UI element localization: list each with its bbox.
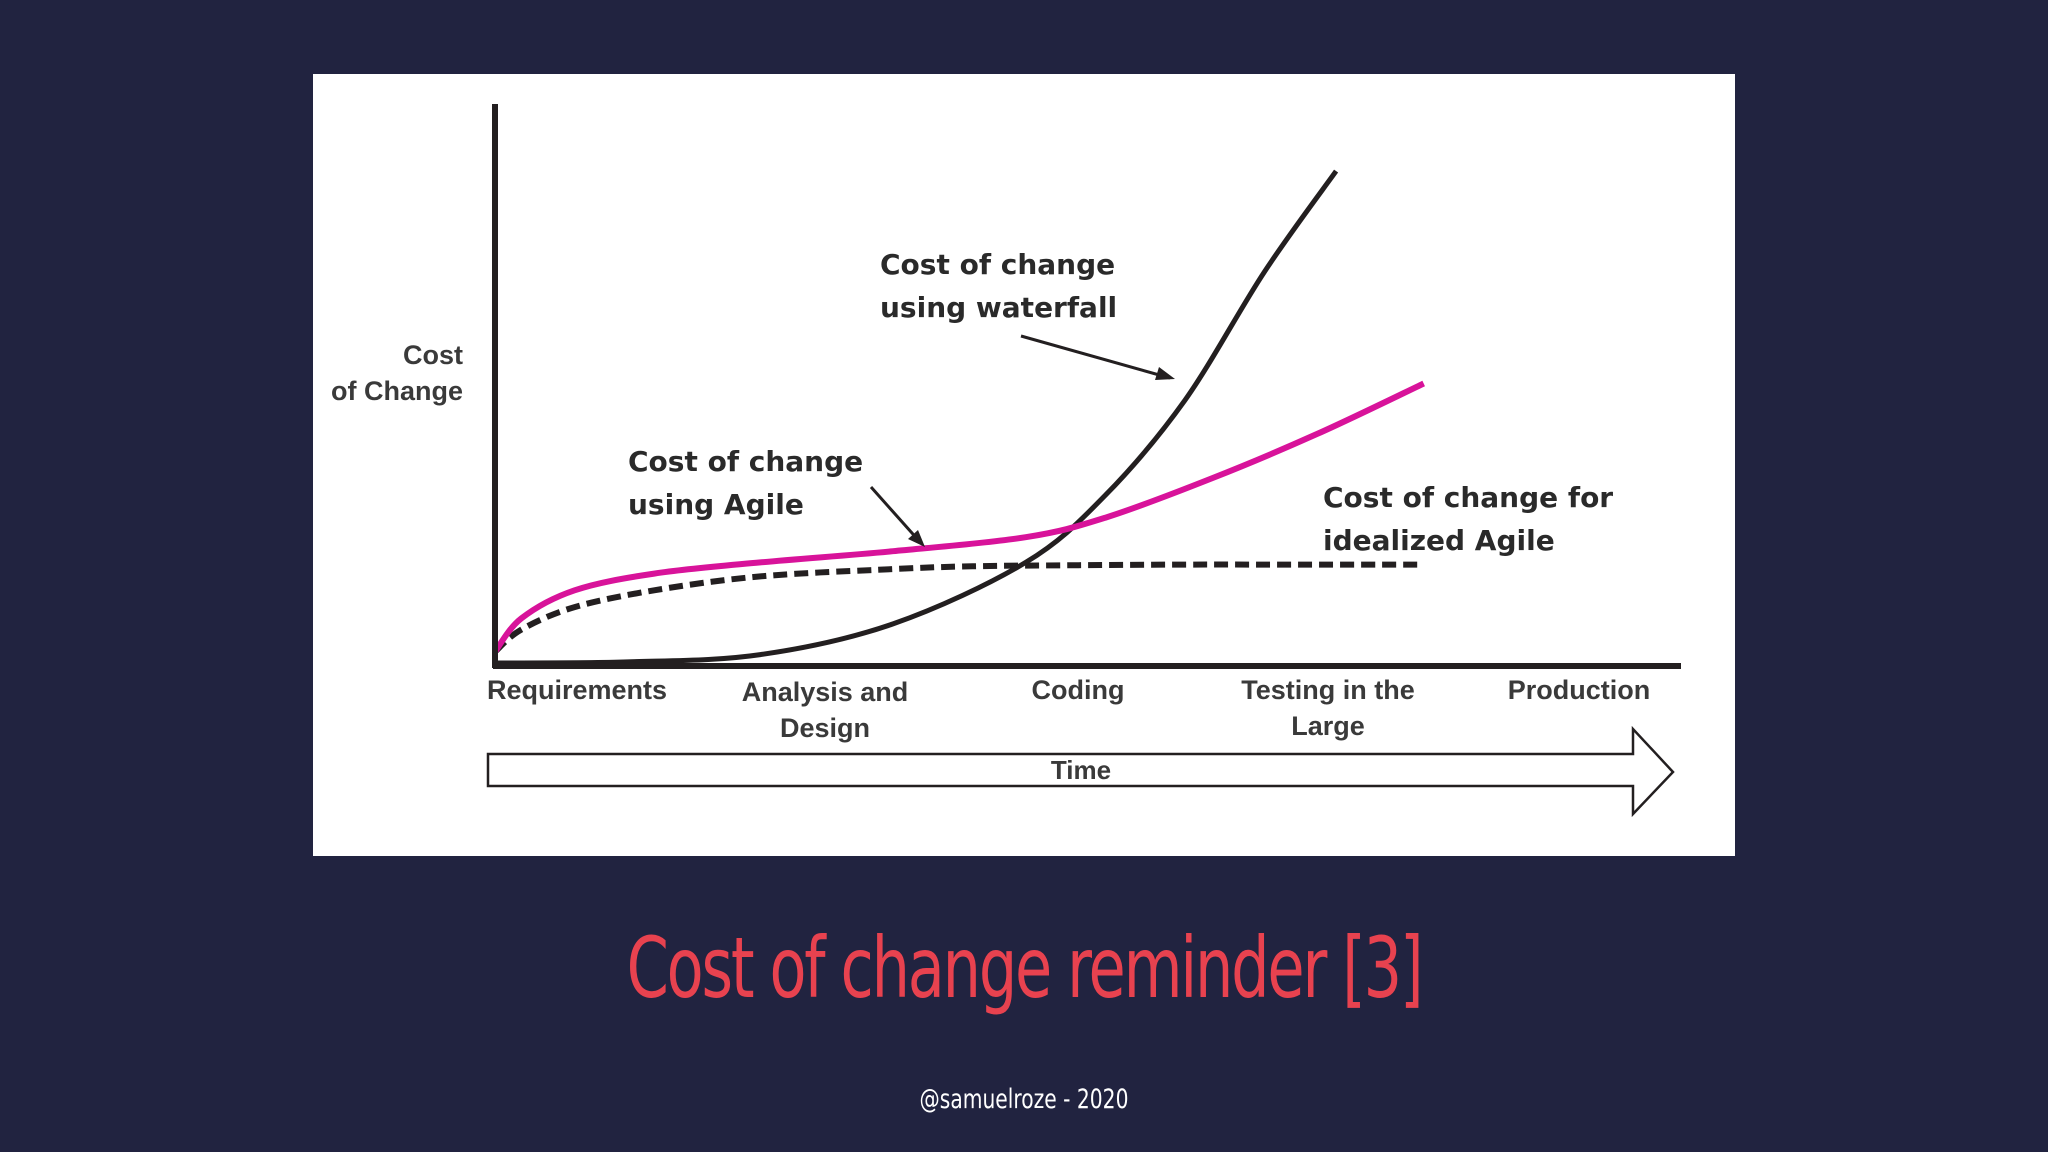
- category-label: Large: [1291, 711, 1365, 741]
- y-axis-label-line2: of Change: [331, 376, 463, 406]
- slide-title: Cost of change reminder [3]: [626, 919, 1424, 1017]
- series-line-agile: [492, 380, 1425, 654]
- category-labels: Requirements Analysis and Design Coding …: [487, 675, 1650, 743]
- category-label: Coding: [1032, 675, 1125, 705]
- category-label: Production: [1508, 675, 1651, 705]
- series-line-waterfall: [494, 169, 1339, 666]
- annotation-idealized-line2: idealized Agile: [1323, 524, 1555, 557]
- annotation-agile-line1: Cost of change: [628, 445, 863, 478]
- annotation-agile-arrowhead: [908, 530, 925, 547]
- category-label: Requirements: [487, 675, 667, 705]
- series-curves: [492, 169, 1425, 666]
- annotation-agile-line2: using Agile: [628, 488, 804, 521]
- annotation-waterfall-arrowhead: [1155, 367, 1175, 380]
- annotation-idealized-line1: Cost of change for: [1323, 481, 1613, 514]
- annotation-waterfall-line1: Cost of change: [880, 248, 1115, 281]
- cost-of-change-chart: Cost of Change Requirements Analysis and…: [331, 104, 1681, 818]
- category-label: Analysis and: [742, 677, 909, 707]
- category-label: Design: [780, 713, 870, 743]
- annotation-waterfall-arrow: [1020, 334, 1171, 380]
- y-axis-label-line1: Cost: [403, 340, 463, 370]
- annotation-agile-arrow: [869, 486, 922, 543]
- category-label: Testing in the: [1241, 675, 1415, 705]
- series-line-idealized-agile: [492, 561, 1424, 655]
- time-arrow: [486, 725, 1675, 818]
- slide-footer: @samuelroze - 2020: [919, 1084, 1129, 1115]
- chart-figure: Cost of Change Requirements Analysis and…: [313, 74, 1735, 856]
- annotation-waterfall-line2: using waterfall: [880, 291, 1117, 324]
- x-axis-label: Time: [1051, 755, 1111, 785]
